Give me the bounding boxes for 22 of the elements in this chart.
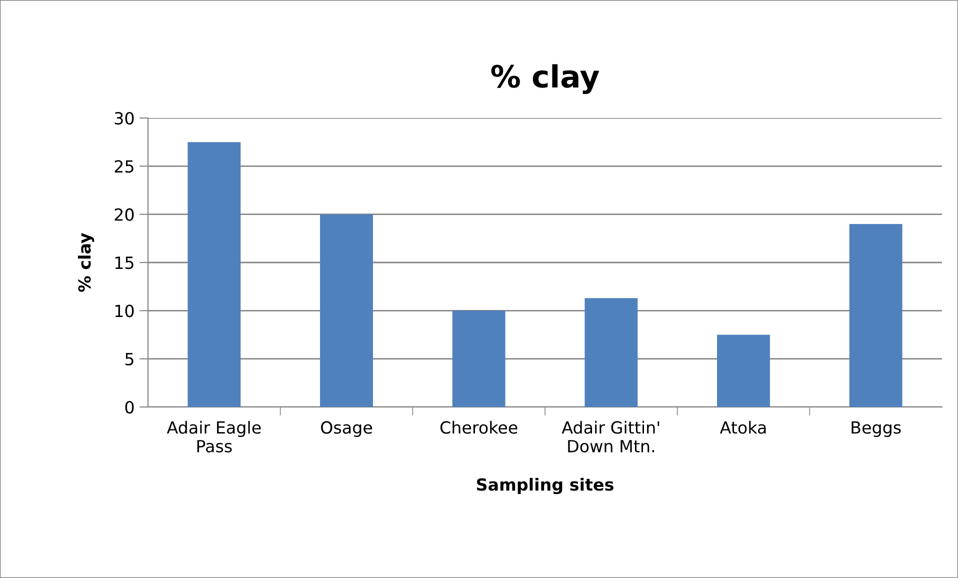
x-axis-title: Sampling sites bbox=[477, 478, 614, 494]
bar bbox=[584, 298, 638, 407]
y-tick-label: 25 bbox=[114, 160, 134, 173]
y-tick-label: 30 bbox=[114, 112, 134, 125]
y-tick-label: 10 bbox=[115, 304, 134, 318]
x-tick-label: Cherokee bbox=[440, 420, 518, 434]
x-tick-label: Adair Eagle Pass bbox=[166, 420, 261, 452]
bar bbox=[188, 142, 241, 407]
bar bbox=[717, 334, 770, 407]
y-tick-label: 15 bbox=[115, 256, 134, 270]
x-tick-label: Beggs bbox=[852, 421, 901, 438]
x-tick-label: Adair Gittin' Down Mtn. bbox=[562, 420, 660, 452]
y-tick-label: 0 bbox=[125, 400, 134, 414]
y-axis-title: % clay bbox=[78, 232, 94, 292]
y-tick-label: 5 bbox=[125, 353, 134, 366]
y-tick-label: 20 bbox=[114, 208, 134, 221]
chart-title: % clay bbox=[491, 64, 600, 94]
x-tick-label: Osage bbox=[321, 421, 372, 438]
x-tick-label: Atoka bbox=[720, 420, 766, 434]
bar bbox=[849, 224, 902, 407]
bar bbox=[320, 214, 373, 407]
bar bbox=[452, 310, 506, 407]
